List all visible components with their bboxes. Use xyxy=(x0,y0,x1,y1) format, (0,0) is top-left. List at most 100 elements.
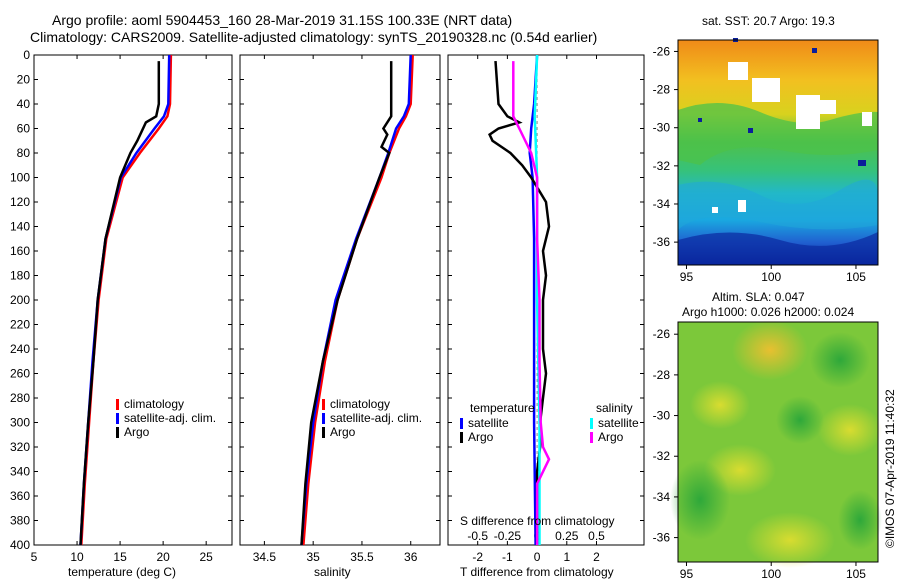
cloud-patch xyxy=(728,62,748,80)
depth-tick-label: 400 xyxy=(10,538,30,552)
map-y-tick-label: -36 xyxy=(653,531,671,545)
sla-map-frame xyxy=(677,321,879,563)
s-diff-tick-label: -0.5 xyxy=(467,529,488,543)
map-x-tick-label: 100 xyxy=(761,270,781,284)
sla-low-spot xyxy=(810,332,870,388)
x-tick-label: 25 xyxy=(199,550,213,564)
legend-swatch xyxy=(590,418,593,429)
series-line-argo xyxy=(79,61,161,546)
depth-tick-label: 60 xyxy=(17,122,31,136)
sla-low-spot xyxy=(838,490,882,550)
map-x-tick-label: 100 xyxy=(761,567,781,580)
plot-frame xyxy=(447,54,645,546)
x-tick-label: 35.5 xyxy=(350,550,374,564)
x-tick-label: -2 xyxy=(472,550,483,564)
series-line-salinity-argo xyxy=(512,61,551,545)
series-line-satellite-adj-clim- xyxy=(79,54,171,546)
sst-map-title: sat. SST: 20.7 Argo: 19.3 xyxy=(702,14,835,28)
sst-map-axes: 95 100 105 -26 -28 -30 -32 -34 -36 xyxy=(653,44,867,284)
depth-tick-label: 340 xyxy=(10,465,30,479)
depth-tick-label: 280 xyxy=(10,391,30,405)
legend-label: satellite-adj. clim. xyxy=(124,411,216,425)
s-diff-tick-label: 0.25 xyxy=(555,529,579,543)
salinity-axis-label: salinity xyxy=(314,565,351,579)
depth-tick-label: 320 xyxy=(10,440,30,454)
sla-map-title: Altim. SLA: 0.047 xyxy=(712,290,805,304)
x-tick-label: 35 xyxy=(306,550,320,564)
depth-tick-label: 160 xyxy=(10,244,30,258)
x-tick-label: 20 xyxy=(156,550,170,564)
map-y-tick-label: -32 xyxy=(653,449,671,463)
sla-high-spot xyxy=(818,404,882,456)
sla-map xyxy=(670,320,882,568)
sst-map-frame xyxy=(677,39,879,266)
depth-tick-label: 0 xyxy=(23,48,30,62)
sla-low-spot xyxy=(776,396,824,444)
legend-label: satellite xyxy=(468,416,509,430)
legend-label: climatology xyxy=(330,397,390,411)
sst-green-intrusion xyxy=(678,102,878,165)
temperature-panel: 0 20 40 60 80 100 120 140 160 180 200 220 240 260 280 3… xyxy=(10,48,233,564)
legend-swatch xyxy=(460,432,463,443)
x-tick-label: 36 xyxy=(404,550,418,564)
sla-high-spot xyxy=(745,512,835,568)
x-tick-label: 15 xyxy=(113,550,127,564)
depth-tick-label: 200 xyxy=(10,293,30,307)
series-line-argo xyxy=(300,61,393,546)
map-y-tick-label: -28 xyxy=(653,368,671,382)
series-line-climatology xyxy=(80,54,173,546)
legend-swatch xyxy=(590,432,593,443)
legend-swatch xyxy=(322,399,325,410)
depth-tick-label: 40 xyxy=(17,97,31,111)
cloud-patch xyxy=(818,100,836,114)
legend-heading-salinity: salinity xyxy=(596,401,633,415)
depth-tick-label: 380 xyxy=(10,514,30,528)
figure-title-line2: Climatology: CARS2009. Satellite-adjuste… xyxy=(30,29,597,45)
depth-tick-label: 80 xyxy=(17,146,31,160)
legend-swatch xyxy=(322,427,325,438)
cloud-patch xyxy=(752,78,780,102)
depth-tick-label: 360 xyxy=(10,489,30,503)
sla-high-spot xyxy=(732,320,808,380)
speck xyxy=(812,48,817,53)
map-x-tick-label: 95 xyxy=(680,567,694,580)
map-y-tick-label: -34 xyxy=(653,197,671,211)
x-tick-label: 5 xyxy=(31,550,38,564)
x-tick-label: -1 xyxy=(502,550,513,564)
plot-frame xyxy=(239,54,441,546)
map-y-tick-label: -28 xyxy=(653,83,671,97)
difference-panel: -2-1012-0.5-0.2500.250.5temperaturesalin… xyxy=(447,54,645,564)
legend-swatch xyxy=(116,427,119,438)
sla-map-subtitle: Argo h1000: 0.026 h2000: 0.024 xyxy=(682,305,854,319)
s-difference-axis-label: S difference from climatology xyxy=(460,514,615,528)
x-tick-label: 1 xyxy=(563,550,570,564)
legend-label: Argo xyxy=(468,430,494,444)
s-diff-tick-label: -0.25 xyxy=(494,529,522,543)
legend-heading-temperature: temperature xyxy=(470,401,535,415)
legend-label: satellite-adj. clim. xyxy=(330,411,422,425)
legend-label: Argo xyxy=(598,430,624,444)
sst-cyan-band xyxy=(678,179,879,230)
depth-tick-label: 220 xyxy=(10,318,30,332)
cloud-patch xyxy=(862,112,872,126)
temperature-axis-label: temperature (deg C) xyxy=(68,565,176,579)
map-x-tick-label: 105 xyxy=(846,567,866,580)
depth-tick-label: 300 xyxy=(10,416,30,430)
imos-credit: ©IMOS 07-Apr-2019 11:40:32 xyxy=(883,389,897,548)
depth-tick-label: 120 xyxy=(10,195,30,209)
series-line-satellite-adj-clim- xyxy=(300,54,412,546)
map-x-tick-label: 95 xyxy=(680,270,694,284)
sla-low-spot xyxy=(670,460,730,540)
depth-tick-label: 20 xyxy=(17,73,31,87)
t-difference-axis-label: T difference from climatology xyxy=(460,565,614,579)
figure-title-line1: Argo profile: aoml 5904453_160 28-Mar-20… xyxy=(52,12,512,28)
map-y-tick-label: -30 xyxy=(653,409,671,423)
depth-tick-label: 140 xyxy=(10,220,30,234)
map-y-tick-label: -34 xyxy=(653,490,671,504)
x-tick-label: 10 xyxy=(70,550,84,564)
legend-label: Argo xyxy=(124,425,150,439)
sla-high-spot xyxy=(690,381,750,429)
speck xyxy=(858,160,866,166)
